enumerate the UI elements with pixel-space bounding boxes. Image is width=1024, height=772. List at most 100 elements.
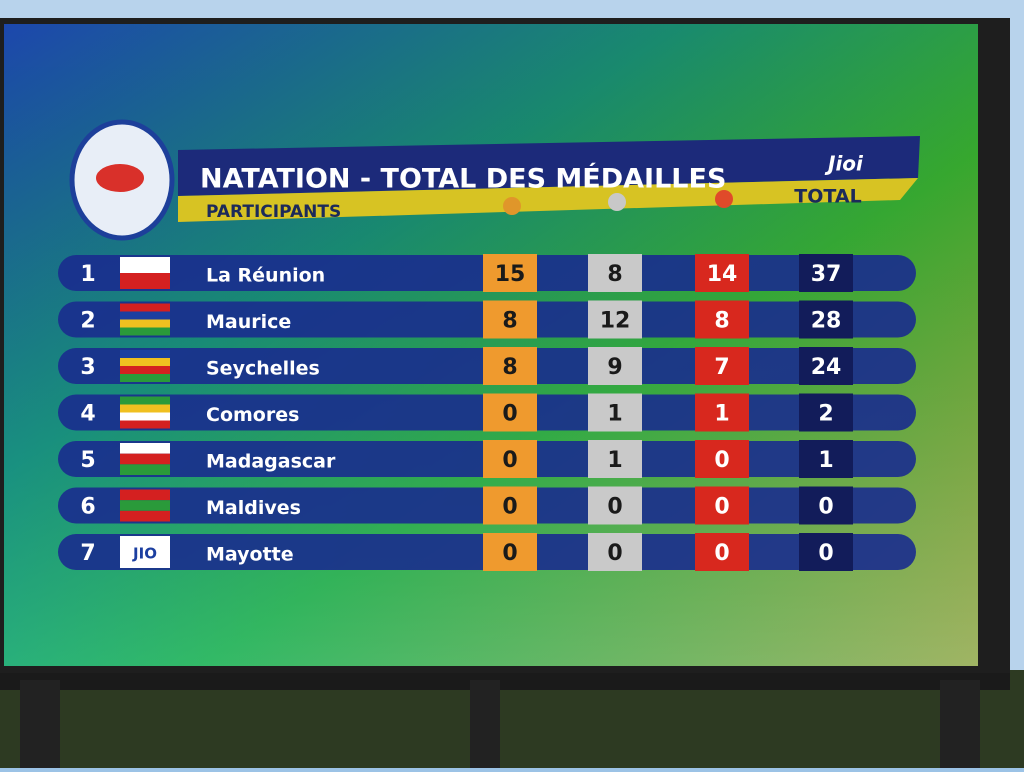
silver-count: 9 — [607, 355, 622, 380]
bronze-cell — [695, 254, 749, 292]
silver-cell — [588, 347, 642, 385]
gold-medal-icon — [503, 197, 521, 215]
total-count: 37 — [811, 262, 842, 287]
flag-stripe — [120, 350, 170, 358]
gold-cell — [483, 533, 537, 571]
total-count: 2 — [818, 402, 833, 427]
silver-medal-icon — [608, 193, 626, 211]
bronze-count: 7 — [714, 355, 729, 380]
rank: 3 — [80, 355, 95, 380]
bronze-count: 0 — [714, 448, 729, 473]
silver-count: 0 — [607, 541, 622, 566]
flag-stripe — [120, 327, 170, 336]
bronze-count: 0 — [714, 541, 729, 566]
rank: 4 — [80, 402, 95, 427]
silver-cell — [588, 254, 642, 292]
silver-cell — [588, 486, 642, 525]
post — [470, 680, 500, 768]
total-header: TOTAL — [794, 186, 861, 208]
gold-count: 0 — [502, 541, 517, 566]
total-cell — [799, 254, 853, 292]
rank: 7 — [80, 541, 95, 566]
bronze-cell — [695, 533, 749, 571]
gold-count: 15 — [495, 262, 526, 287]
frame-bottom — [0, 668, 1010, 690]
flag-stripe — [120, 311, 170, 320]
gold-count: 0 — [502, 402, 517, 427]
flag-stripe — [120, 303, 170, 312]
flag-stripe — [120, 489, 170, 501]
flag-stripe — [120, 412, 170, 421]
flag-stripe — [120, 500, 170, 511]
country: Mayotte — [206, 544, 294, 566]
silver-count: 0 — [607, 495, 622, 520]
total-count: 28 — [811, 309, 842, 334]
bronze-count: 14 — [707, 262, 738, 287]
flag-stripe — [120, 536, 170, 568]
rank: 2 — [80, 309, 95, 334]
gold-count: 0 — [502, 495, 517, 520]
bronze-cell — [695, 300, 749, 339]
title-banner — [178, 136, 920, 196]
total-cell — [799, 347, 853, 385]
logo: Jioi — [824, 152, 864, 176]
flag-stripe — [120, 510, 170, 522]
mascot — [96, 164, 144, 192]
bronze-count: 1 — [714, 402, 729, 427]
post — [20, 680, 60, 768]
title-stripe — [178, 178, 918, 222]
gold-cell — [483, 486, 537, 525]
total-count: 1 — [818, 448, 833, 473]
rank: 6 — [80, 495, 95, 520]
country: Madagascar — [206, 451, 336, 473]
rank: 5 — [80, 448, 95, 473]
flag-stripe — [120, 358, 170, 366]
post — [940, 680, 980, 768]
flag-stripe — [120, 374, 170, 382]
silver-count: 8 — [607, 262, 622, 287]
silver-count: 12 — [600, 309, 631, 334]
bronze-count: 8 — [714, 309, 729, 334]
silver-cell — [588, 440, 642, 478]
gold-count: 8 — [502, 355, 517, 380]
gold-cell — [483, 347, 537, 385]
gold-count: 8 — [502, 309, 517, 334]
gold-cell — [483, 440, 537, 478]
flag-stripe — [120, 453, 170, 465]
silver-count: 1 — [607, 448, 622, 473]
bronze-cell — [695, 393, 749, 432]
flag-stripe — [120, 443, 170, 454]
medal-table: 1 La Réunion 15 8 14 372 Maurice 8 12 8 283 Seychel… — [58, 254, 916, 571]
participants-header: PARTICIPANTS — [206, 202, 341, 222]
total-cell — [799, 440, 853, 478]
flag-stripe — [120, 396, 170, 405]
title: NATATION - TOTAL DES MÉDAILLES — [200, 163, 726, 195]
bronze-cell — [695, 486, 749, 525]
total-count: 0 — [818, 541, 833, 566]
total-count: 24 — [811, 355, 842, 380]
total-count: 0 — [818, 495, 833, 520]
bronze-medal-icon — [715, 190, 733, 208]
total-cell — [799, 300, 853, 339]
gold-count: 0 — [502, 448, 517, 473]
total-cell — [799, 393, 853, 432]
bronze-cell — [695, 347, 749, 385]
bronze-cell — [695, 440, 749, 478]
flag-label: JIO — [132, 545, 157, 563]
gold-cell — [483, 393, 537, 432]
flag-stripe — [120, 366, 170, 374]
flag-stripe — [120, 464, 170, 475]
country: Maldives — [206, 497, 301, 519]
total-cell — [799, 533, 853, 571]
country: Seychelles — [206, 358, 320, 380]
flag-stripe — [120, 404, 170, 413]
silver-count: 1 — [607, 402, 622, 427]
silver-cell — [588, 300, 642, 339]
silver-cell — [588, 393, 642, 432]
total-cell — [799, 486, 853, 525]
rank: 1 — [80, 262, 95, 287]
gold-cell — [483, 254, 537, 292]
silver-cell — [588, 533, 642, 571]
